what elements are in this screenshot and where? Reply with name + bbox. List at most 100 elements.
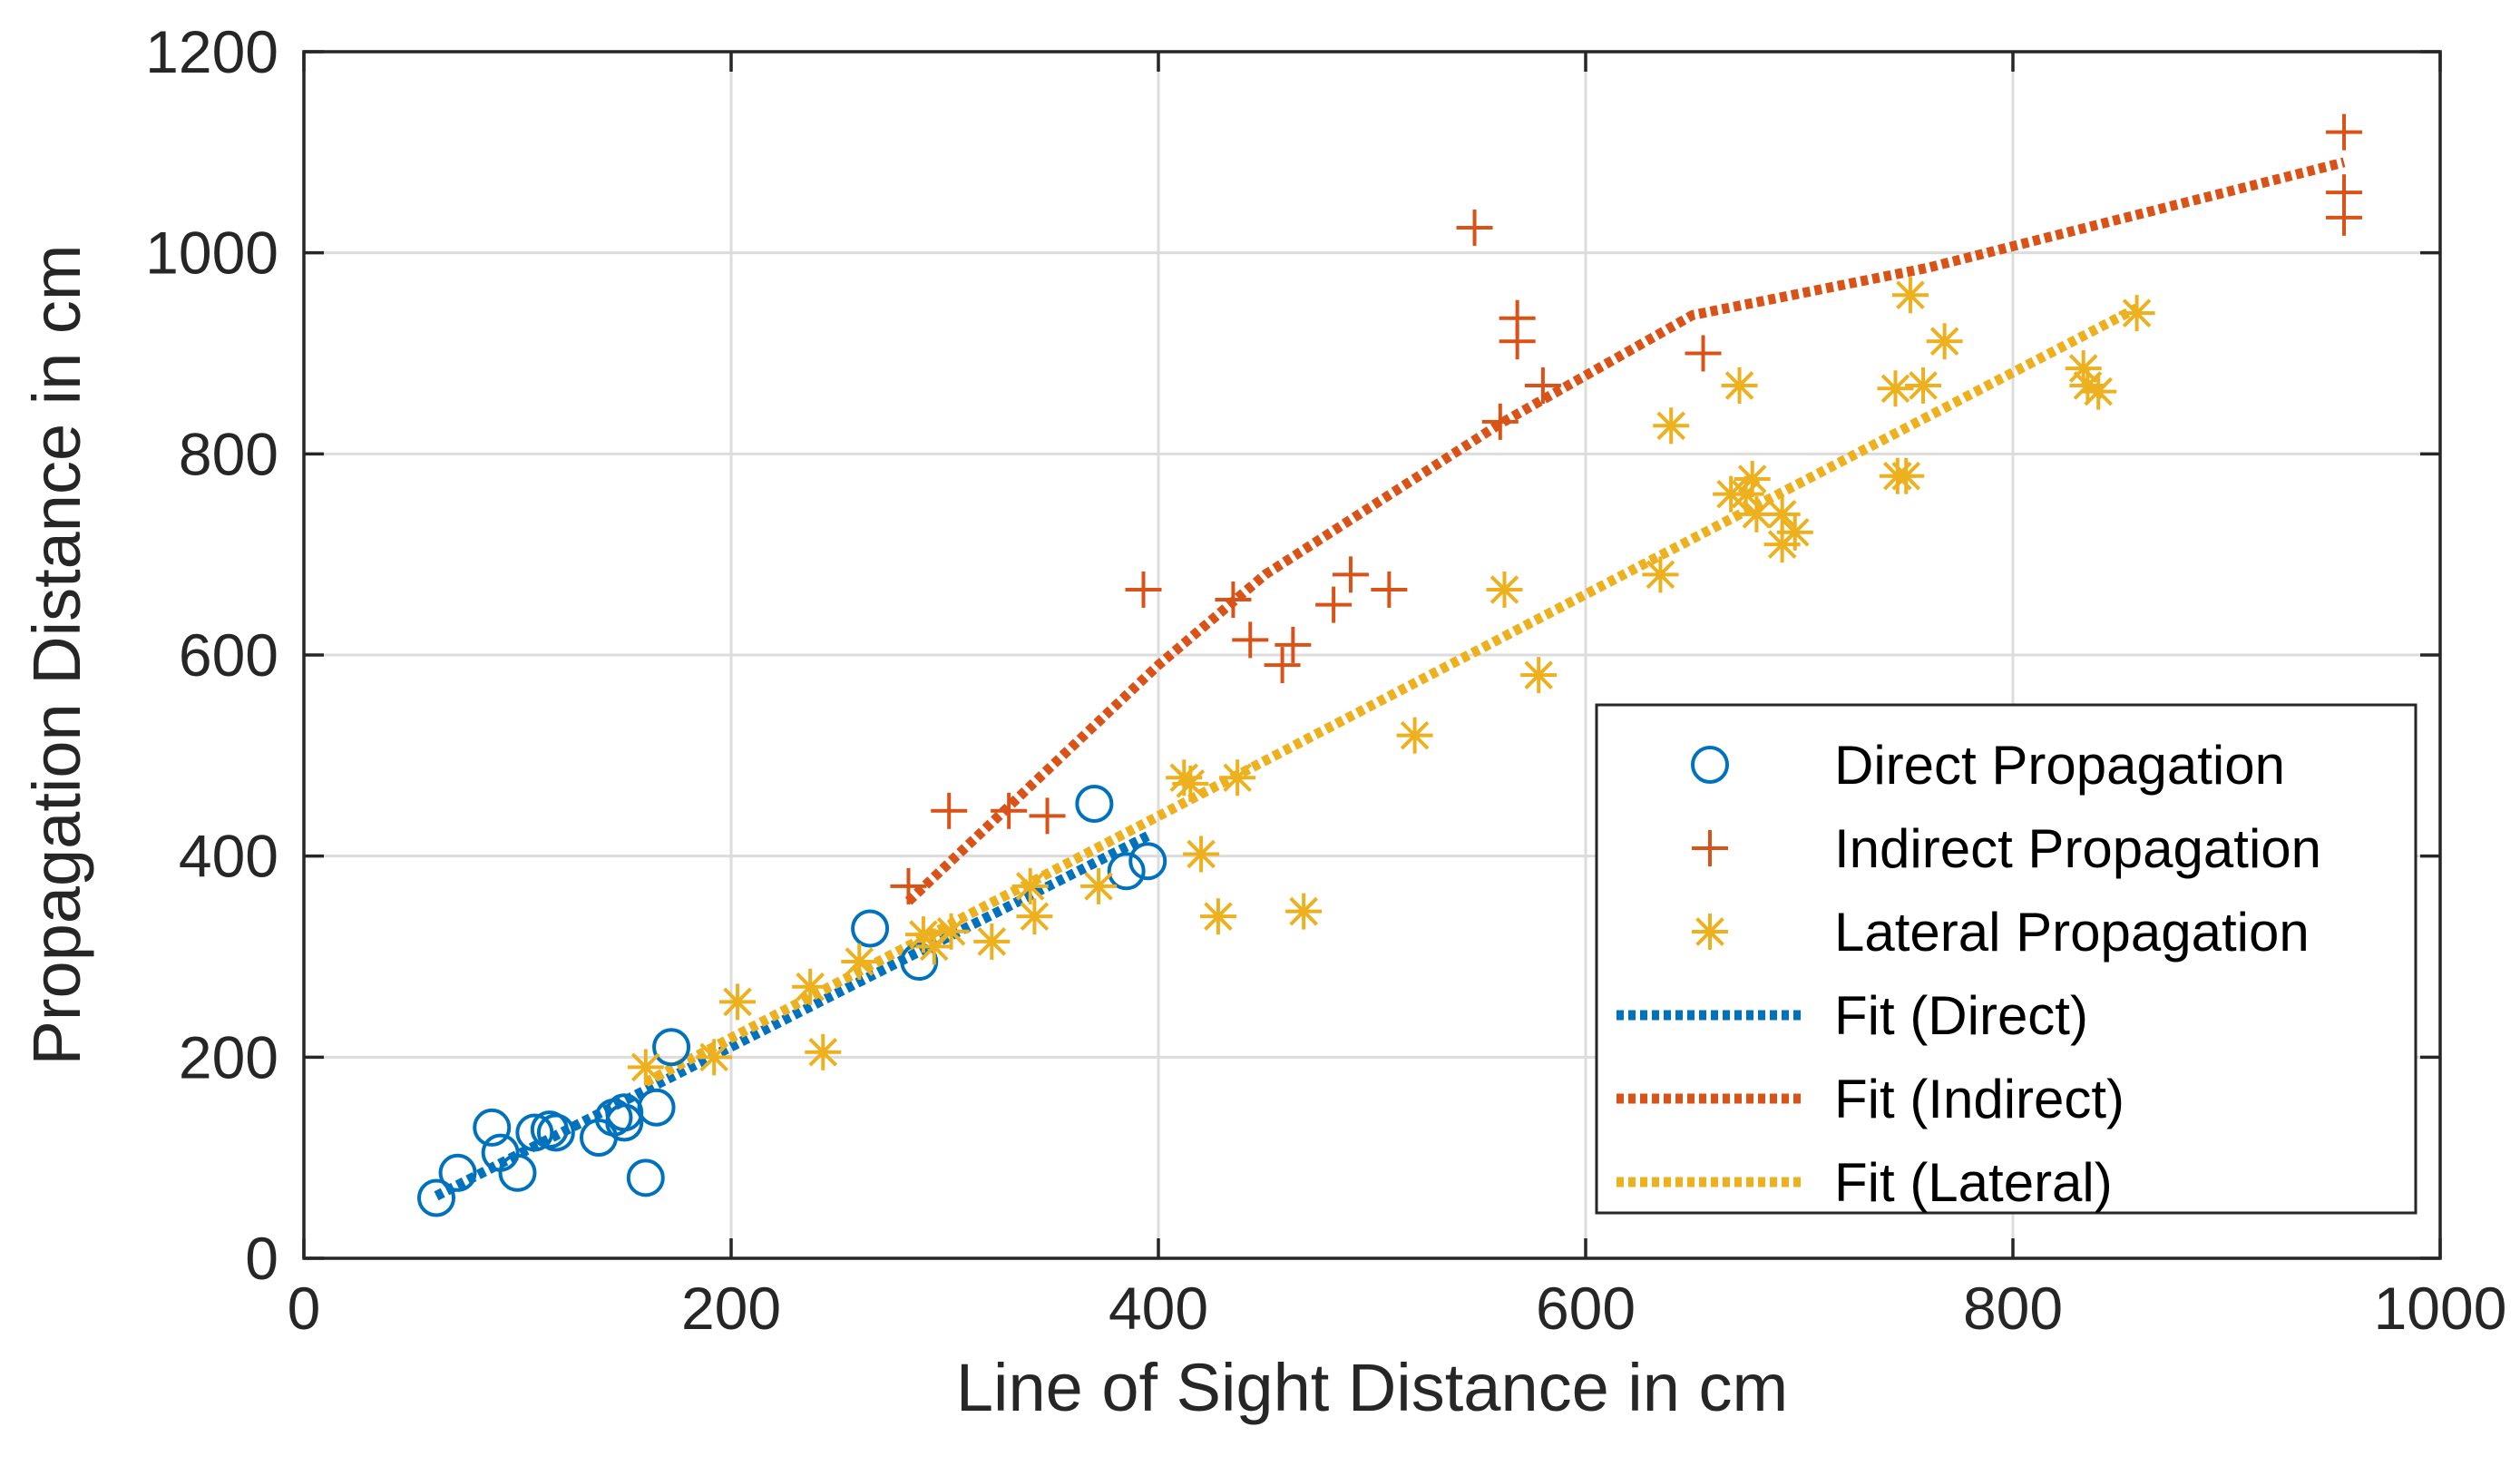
data-point-lateral — [1734, 461, 1771, 498]
data-point-lateral — [2118, 295, 2155, 332]
data-point-indirect — [1456, 209, 1493, 246]
fit-line-lateral — [643, 303, 2140, 1087]
data-point-lateral — [1727, 475, 1764, 513]
data-point-direct — [1107, 852, 1146, 891]
data-point-direct — [498, 1153, 537, 1192]
data-point-lateral-d2 — [1742, 500, 1772, 529]
data-point-lateral-d2 — [1176, 769, 1206, 798]
data-point-direct — [626, 1158, 665, 1197]
data-point-indirect — [1275, 626, 1312, 663]
data-point-lateral-d2 — [1767, 500, 1797, 529]
data-point-lateral — [1219, 759, 1256, 797]
data-point-lateral-d2 — [1223, 763, 1252, 793]
data-point-lateral — [1172, 765, 1209, 802]
data-point-indirect — [1125, 571, 1162, 608]
y-tick-label: 1000 — [145, 220, 278, 287]
data-point-direct — [637, 1088, 676, 1127]
data-point-lateral-d2 — [1187, 839, 1216, 869]
data-point-lateral-d2 — [977, 927, 1007, 956]
data-point-lateral-d2 — [2084, 376, 2114, 406]
x-tick-label: 400 — [1109, 1275, 1208, 1342]
data-point-lateral — [1776, 513, 1813, 551]
data-point-lateral-d2 — [936, 916, 966, 946]
data-point-indirect — [1685, 335, 1722, 372]
data-point-lateral — [1905, 367, 1942, 404]
data-point-lateral — [1891, 277, 1929, 314]
data-point-lateral-d2 — [1896, 280, 1925, 310]
data-point-lateral — [1486, 571, 1523, 608]
y-tick-label: 800 — [179, 420, 278, 487]
data-point-lateral-d2 — [1891, 461, 1921, 491]
data-point-direct — [652, 1028, 691, 1067]
data-point-indirect — [1215, 582, 1252, 619]
data-point-direct — [851, 909, 890, 948]
data-point-indirect — [2326, 113, 2363, 151]
data-point-indirect — [1232, 621, 1269, 659]
data-point-lateral-d2 — [1780, 517, 1810, 547]
data-point-lateral — [719, 983, 757, 1021]
legend: Direct Propagation Indirect Propagation La… — [1595, 703, 2417, 1215]
data-point-lateral — [1653, 407, 1690, 445]
legend-label: Lateral Propagation — [1834, 902, 2310, 963]
axis-tick-labels: 0 200 400 600 800 1000 0 200 400 600 800 1000 1200 — [145, 18, 2506, 1342]
data-point-direct — [900, 943, 939, 982]
legend-swatch-indirect — [1692, 830, 1728, 866]
data-point-lateral-d2 — [1289, 896, 1318, 926]
data-point-lateral-d2 — [1737, 464, 1767, 494]
data-point-lateral — [933, 913, 970, 950]
data-point-lateral — [792, 968, 829, 1005]
x-tick-label: 200 — [681, 1275, 781, 1342]
legend-label: Direct Propagation — [1834, 735, 2285, 796]
data-point-lateral-d2 — [1909, 371, 1938, 400]
y-tick-label: 200 — [179, 1023, 278, 1090]
data-point-lateral — [1642, 556, 1679, 593]
data-point-direct — [605, 1103, 644, 1142]
data-point-indirect — [1499, 323, 1536, 360]
data-point-lateral-d2 — [1204, 902, 1233, 931]
data-point-indirect — [1481, 403, 1519, 440]
data-point-direct — [1128, 842, 1167, 881]
data-point-indirect — [991, 792, 1028, 829]
data-point-lateral — [1016, 898, 1053, 935]
legend-swatch-lateral-d2 — [1695, 917, 1724, 946]
data-point-lateral — [805, 1033, 842, 1070]
axis-ticks — [302, 50, 2442, 1260]
data-point-lateral — [696, 1039, 733, 1076]
x-tick-label: 0 — [288, 1275, 321, 1342]
legend-label: Fit (Indirect) — [1834, 1069, 2124, 1129]
data-point-lateral — [1877, 370, 1914, 407]
legend-swatch-direct — [1691, 746, 1729, 784]
data-point-direct — [515, 1113, 554, 1152]
data-point-lateral-d2 — [699, 1042, 728, 1072]
data-point-lateral-d2 — [723, 987, 752, 1017]
data-point-lateral-d2 — [1020, 902, 1050, 931]
data-point-lateral-d2 — [2073, 371, 2103, 400]
data-point-lateral-d2 — [630, 1052, 660, 1082]
data-point-indirect — [1264, 647, 1301, 684]
data-point-indirect — [1315, 586, 1353, 623]
data-point-lateral-d2 — [1524, 660, 1554, 689]
data-point-lateral-d2 — [1490, 575, 1519, 604]
data-point-lateral — [841, 943, 878, 981]
data-point-direct — [417, 1178, 456, 1217]
legend-label: Fit (Lateral) — [1834, 1152, 2113, 1213]
data-point-lateral-d2 — [796, 972, 825, 1002]
data-point-lateral — [973, 923, 1011, 960]
data-point-lateral — [1080, 867, 1118, 904]
data-point-indirect — [2326, 199, 2363, 236]
data-point-indirect — [890, 867, 927, 904]
data-point-lateral-d2 — [845, 947, 874, 976]
y-tick-label: 0 — [245, 1225, 278, 1292]
data-point-lateral — [2069, 367, 2106, 404]
data-point-lateral — [1520, 657, 1558, 694]
fit-line-indirect — [904, 157, 2346, 905]
data-point-lateral-d2 — [1929, 327, 1959, 357]
y-tick-label: 400 — [179, 823, 278, 890]
data-point-direct — [438, 1153, 477, 1192]
data-point-lateral — [1721, 367, 1758, 404]
legend-label: Fit (Direct) — [1834, 985, 2088, 1046]
data-point-direct — [536, 1113, 575, 1152]
data-point-lateral-d2 — [1724, 371, 1754, 400]
